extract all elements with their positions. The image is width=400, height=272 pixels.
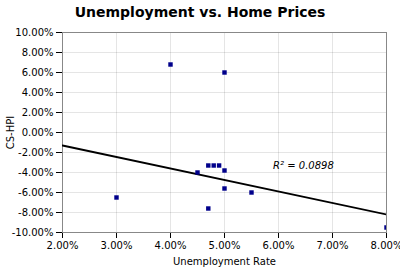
svg-text:-4.00%: -4.00% — [18, 167, 53, 178]
svg-text:-6.00%: -6.00% — [18, 187, 53, 198]
svg-text:10.00%: 10.00% — [15, 27, 53, 38]
svg-text:6.00%: 6.00% — [22, 67, 54, 78]
svg-text:8.00%: 8.00% — [371, 240, 400, 251]
html-text:Unemployment vs. Home Prices: Unemployment vs. Home Prices — [74, 4, 326, 20]
svg-text:-8.00%: -8.00% — [18, 207, 53, 218]
svg-text:5.00%: 5.00% — [209, 240, 241, 251]
svg-text:4.00%: 4.00% — [22, 87, 54, 98]
svg-text:3.00%: 3.00% — [101, 240, 133, 251]
svg-text:2.00%: 2.00% — [47, 240, 79, 251]
svg-text:4.00%: 4.00% — [155, 240, 187, 251]
svg-text:7.00%: 7.00% — [317, 240, 349, 251]
svg-text:0.00%: 0.00% — [22, 127, 54, 138]
svg-text:Unemployment Rate: Unemployment Rate — [173, 256, 276, 267]
svg-text:6.00%: 6.00% — [263, 240, 295, 251]
svg-text:2.00%: 2.00% — [22, 107, 54, 118]
svg-text:-10.00%: -10.00% — [12, 227, 54, 238]
svg-text:-2.00%: -2.00% — [18, 147, 53, 158]
svg-text:CS-HPI: CS-HPI — [5, 116, 16, 149]
svg-text:8.00%: 8.00% — [22, 47, 54, 58]
svg-text:R² = 0.0898: R² = 0.0898 — [273, 160, 334, 171]
